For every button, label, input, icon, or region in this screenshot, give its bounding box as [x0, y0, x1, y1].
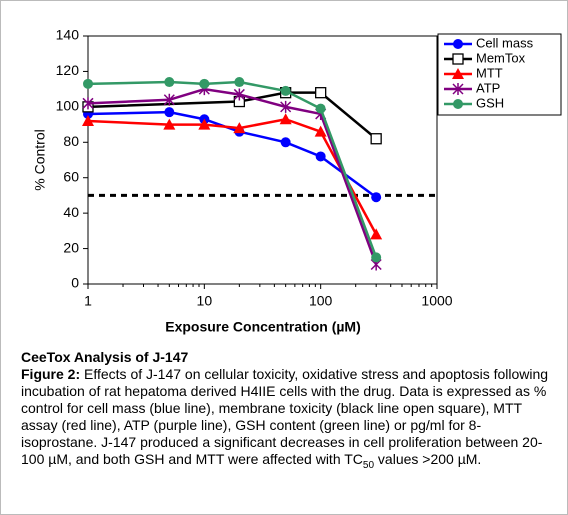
plot-area: [87, 35, 438, 285]
marker: [315, 87, 327, 99]
y-tick-label: 0: [71, 275, 79, 291]
marker: [370, 228, 383, 240]
y-tick-label: 140: [56, 27, 80, 43]
legend-label: GSH: [476, 95, 504, 110]
marker: [371, 252, 382, 263]
series-line: [87, 91, 377, 140]
caption-body: Figure 2: Effects of J-147 on cellular t…: [21, 366, 551, 474]
legend-label: MTT: [476, 65, 503, 80]
marker: [314, 125, 327, 137]
caption: CeeTox Analysis of J-147 Figure 2: Effec…: [21, 349, 551, 474]
y-tick-label: 120: [56, 62, 80, 78]
y-axis-label: % Control: [32, 129, 48, 190]
legend-marker: [452, 83, 464, 95]
caption-heading: CeeTox Analysis of J-147: [21, 349, 189, 365]
marker: [82, 115, 94, 127]
marker: [279, 113, 292, 125]
marker: [315, 103, 326, 114]
marker: [370, 133, 382, 145]
marker: [198, 118, 211, 130]
legend-marker: [452, 68, 464, 79]
legend-label: ATP: [476, 80, 500, 95]
marker: [280, 137, 291, 148]
legend-label: Cell mass: [476, 35, 534, 50]
marker: [164, 77, 175, 88]
series-line: [87, 87, 378, 265]
x-tick-label: 1: [84, 293, 92, 309]
series-line: [87, 80, 378, 258]
marker: [233, 122, 246, 134]
y-tick-label: 80: [63, 133, 79, 149]
legend-marker: [452, 53, 464, 65]
marker: [315, 151, 326, 162]
marker: [233, 88, 245, 101]
marker: [280, 100, 292, 113]
marker: [163, 118, 176, 130]
x-tick-label: 1000: [421, 293, 452, 309]
marker: [234, 77, 245, 88]
marker: [163, 93, 175, 106]
y-tick-label: 40: [63, 204, 79, 220]
x-tick-label: 100: [309, 293, 333, 309]
marker: [371, 192, 382, 203]
marker: [199, 78, 210, 89]
y-tick-label: 60: [63, 168, 79, 184]
caption-text: Effects of J-147 on cellular toxicity, o…: [21, 366, 549, 467]
marker: [280, 85, 291, 96]
legend-marker: [453, 39, 463, 49]
series-line: [87, 117, 378, 235]
caption-text-end: values >200 µM.: [374, 451, 482, 467]
legend-label: MemTox: [476, 50, 526, 65]
x-tick-label: 10: [197, 293, 213, 309]
x-axis-label: Exposure Concentration (µM): [165, 319, 361, 335]
y-tick-label: 100: [56, 98, 80, 114]
y-tick-label: 20: [63, 239, 79, 255]
marker: [82, 97, 94, 110]
marker: [164, 107, 175, 118]
figure-label: Figure 2:: [21, 366, 81, 382]
caption-subscript: 50: [362, 459, 375, 471]
marker: [83, 78, 93, 89]
legend-marker: [453, 99, 463, 109]
chart: % Control Exposure Concentration (µM) 0 2…: [32, 27, 562, 335]
